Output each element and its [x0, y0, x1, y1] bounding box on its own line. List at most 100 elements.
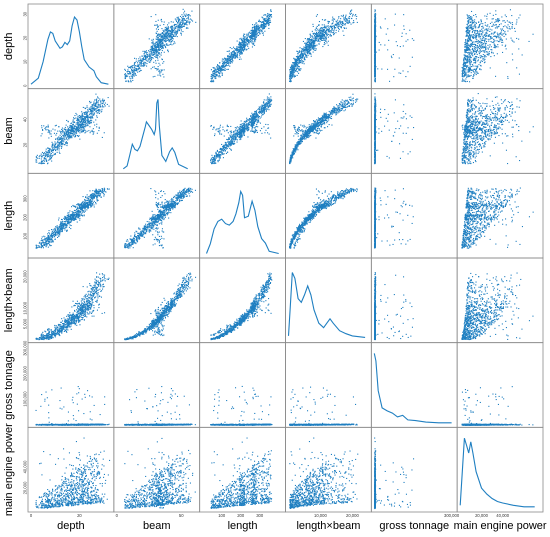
data-point	[174, 43, 175, 44]
data-point	[159, 70, 160, 71]
data-point	[184, 18, 185, 19]
data-point	[156, 63, 157, 64]
data-point	[177, 18, 178, 19]
data-point	[162, 63, 163, 64]
data-point	[211, 69, 212, 70]
data-point	[142, 55, 143, 56]
data-point	[174, 33, 175, 34]
data-point	[184, 14, 185, 15]
data-point	[136, 58, 137, 59]
data-point	[183, 26, 184, 27]
data-point	[160, 40, 161, 41]
data-point	[185, 24, 186, 25]
data-point	[177, 36, 178, 37]
data-point	[228, 62, 229, 63]
data-point	[159, 43, 160, 44]
data-point	[178, 26, 179, 27]
data-point	[168, 34, 169, 35]
data-point	[135, 62, 136, 63]
data-point	[240, 57, 241, 58]
data-point	[151, 52, 152, 53]
data-point	[155, 43, 156, 44]
data-point	[154, 54, 155, 55]
data-point	[145, 55, 146, 56]
data-point	[164, 52, 165, 53]
data-point	[186, 14, 187, 15]
data-point	[186, 21, 187, 22]
data-point	[155, 60, 156, 61]
data-point	[191, 11, 192, 12]
data-point	[166, 41, 167, 42]
data-point	[153, 76, 154, 77]
data-point	[167, 45, 168, 46]
data-point	[141, 70, 142, 71]
data-point	[228, 69, 229, 70]
data-point	[212, 75, 213, 76]
data-point	[163, 48, 164, 49]
data-point	[159, 72, 160, 73]
data-point	[132, 72, 133, 73]
data-point	[184, 26, 185, 27]
data-point	[170, 41, 171, 42]
data-point	[143, 64, 144, 65]
data-point	[149, 62, 150, 63]
data-point	[183, 9, 184, 10]
data-point	[187, 24, 188, 25]
data-point	[259, 33, 260, 34]
data-point	[126, 81, 127, 82]
data-point	[156, 28, 157, 29]
data-point	[178, 24, 179, 25]
data-point	[186, 28, 187, 29]
data-point	[169, 30, 170, 31]
data-point	[154, 56, 155, 57]
data-point	[153, 52, 154, 53]
data-point	[127, 71, 128, 72]
data-point	[139, 60, 140, 61]
data-point	[152, 55, 153, 56]
data-point	[146, 60, 147, 61]
data-point	[152, 41, 153, 42]
data-point	[161, 44, 162, 45]
data-point	[136, 70, 137, 71]
data-point	[142, 60, 143, 61]
data-point	[176, 21, 177, 22]
data-point	[156, 51, 157, 52]
data-point	[159, 65, 160, 66]
data-point	[161, 28, 162, 29]
data-point	[181, 14, 182, 15]
data-point	[125, 78, 126, 79]
data-point	[158, 20, 159, 21]
data-point	[157, 51, 158, 52]
data-point	[151, 47, 152, 48]
data-point	[148, 56, 149, 57]
data-point	[146, 54, 147, 55]
data-point	[174, 25, 175, 26]
data-point	[163, 36, 164, 37]
data-point	[172, 37, 173, 38]
data-point	[158, 47, 159, 48]
data-point	[170, 37, 171, 38]
data-point	[172, 34, 173, 35]
data-point	[149, 54, 150, 55]
data-point	[185, 23, 186, 24]
data-point	[161, 70, 162, 71]
data-point	[180, 16, 181, 17]
data-point	[174, 28, 175, 29]
data-point	[137, 72, 138, 73]
data-point	[220, 76, 221, 77]
data-point	[134, 64, 135, 65]
data-point	[136, 61, 137, 62]
data-point	[153, 39, 154, 40]
data-point	[165, 39, 166, 40]
data-point	[151, 57, 152, 58]
data-point	[161, 37, 162, 38]
data-point	[182, 23, 183, 24]
data-point	[164, 69, 165, 70]
data-point	[179, 25, 180, 26]
data-point	[182, 24, 183, 25]
data-point	[134, 66, 135, 67]
data-point	[134, 74, 135, 75]
data-point	[157, 31, 158, 32]
data-point	[140, 63, 141, 64]
data-point	[143, 66, 144, 67]
